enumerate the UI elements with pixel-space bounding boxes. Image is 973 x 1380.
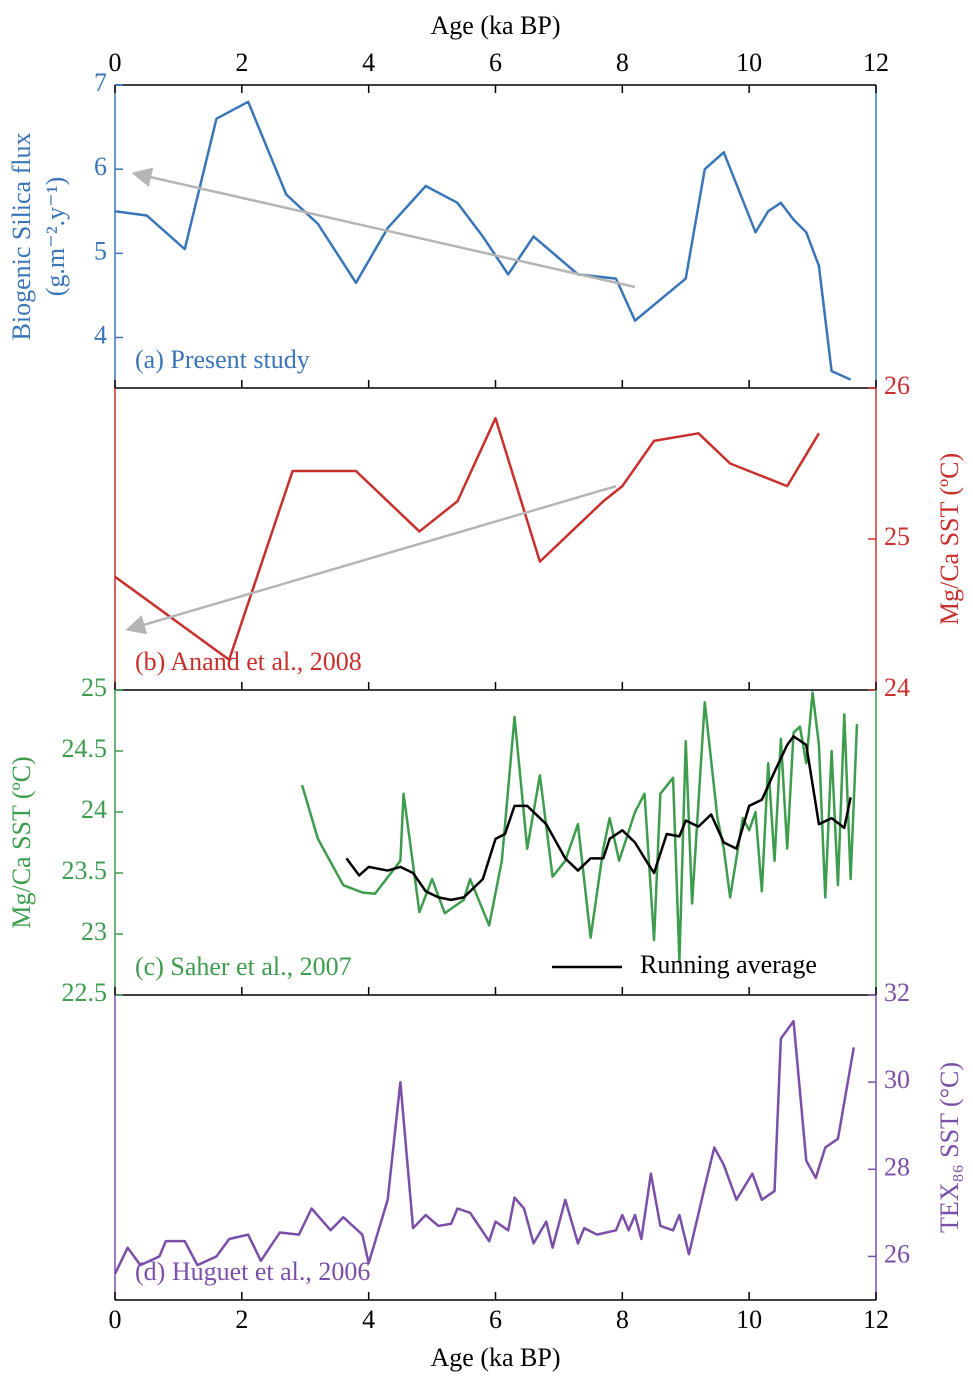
x-axis-label: Age (ka BP) [431, 1343, 561, 1372]
y-tick-label: 24 [81, 795, 107, 824]
y-tick-label: 7 [94, 68, 107, 97]
panel-label: (c) Saher et al., 2007 [135, 952, 352, 981]
x-tick-label: 8 [616, 1305, 629, 1334]
x-tick-label: 12 [863, 48, 889, 77]
x-tick-label: 12 [863, 1305, 889, 1334]
data-line [345, 735, 852, 902]
x-tick-label: 6 [489, 1305, 502, 1334]
legend-label: Running average [640, 950, 817, 979]
y-tick-label: 6 [94, 152, 107, 181]
x-axis-label: Age (ka BP) [431, 11, 561, 40]
panel-label: (d) Huguet et al., 2006 [135, 1257, 370, 1286]
y-tick-label: 23.5 [62, 856, 108, 885]
y-tick-label: 5 [94, 236, 107, 265]
trend-arrow [125, 484, 617, 635]
y-tick-label: 25 [81, 673, 107, 702]
x-tick-label: 4 [362, 1305, 375, 1334]
x-tick-label: 6 [489, 48, 502, 77]
x-tick-label: 10 [736, 48, 762, 77]
x-tick-label: 0 [109, 48, 122, 77]
x-tick-label: 10 [736, 1305, 762, 1334]
y-axis-label: Biogenic Silica flux [7, 133, 36, 341]
trend-arrow [131, 167, 636, 289]
x-tick-label: 2 [235, 48, 248, 77]
data-line [114, 100, 852, 381]
x-tick-label: 8 [616, 48, 629, 77]
y-tick-label: 4 [94, 320, 107, 349]
y-tick-label: 24 [884, 673, 910, 702]
x-tick-label: 0 [109, 1305, 122, 1334]
y-tick-label: 26 [884, 371, 910, 400]
data-line [114, 416, 820, 662]
y-tick-label: 32 [884, 978, 910, 1007]
data-line [113, 1019, 856, 1275]
panel-label: (a) Present study [135, 345, 310, 374]
y-tick-label: 24.5 [62, 734, 108, 763]
y-tick-label: 28 [884, 1152, 910, 1181]
x-tick-label: 4 [362, 48, 375, 77]
y-tick-label: 22.5 [62, 978, 108, 1007]
x-tick-label: 2 [235, 1305, 248, 1334]
y-tick-label: 23 [81, 917, 107, 946]
y-axis-label: TEX₈₆ SST (°C) [935, 1062, 964, 1233]
y-axis-label: Mg/Ca SST (ºC) [935, 453, 964, 625]
y-axis-label: Mg/Ca SST (ºC) [7, 756, 36, 928]
panel-label: (b) Anand et al., 2008 [135, 647, 362, 676]
y-tick-label: 25 [884, 522, 910, 551]
data-line [300, 691, 859, 963]
y-tick-label: 26 [884, 1239, 910, 1268]
y-axis-label: (g.m⁻².y⁻¹) [41, 177, 70, 297]
y-tick-label: 30 [884, 1065, 910, 1094]
